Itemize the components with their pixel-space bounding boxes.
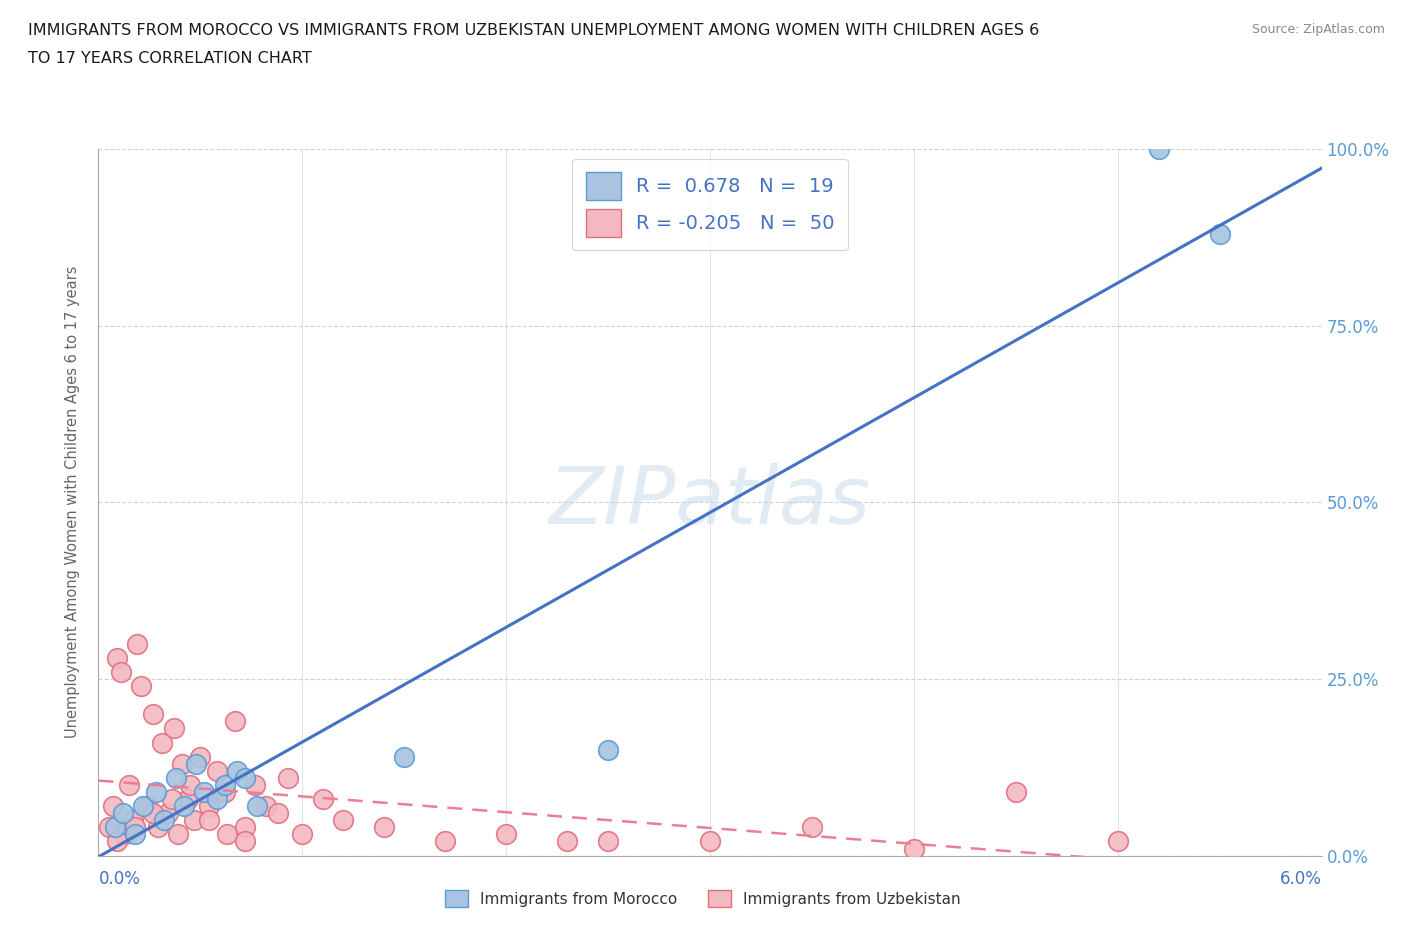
Point [267, 805, 290, 820]
Point [114, 827, 136, 842]
Point [111, 805, 134, 820]
Point [233, 770, 256, 785]
Point [433, 834, 456, 849]
Point [1147, 141, 1170, 156]
Point [110, 664, 132, 679]
Point [233, 834, 256, 849]
Point [167, 827, 190, 842]
Point [142, 707, 165, 722]
Y-axis label: Unemployment Among Women with Children Ages 6 to 17 years: Unemployment Among Women with Children A… [65, 266, 80, 738]
Point [156, 805, 179, 820]
Legend: R =  0.678   N =  19, R = -0.205   N =  50: R = 0.678 N = 19, R = -0.205 N = 50 [572, 158, 848, 250]
Point [150, 735, 173, 750]
Point [97, 820, 120, 835]
Point [101, 799, 124, 814]
Point [226, 764, 249, 778]
Text: 6.0%: 6.0% [1279, 870, 1322, 888]
Point [215, 827, 238, 842]
Point [177, 791, 200, 806]
Point [214, 777, 236, 792]
Point [1208, 226, 1230, 241]
Point [122, 813, 145, 828]
Point [245, 777, 267, 792]
Point [903, 841, 925, 856]
Point [205, 791, 228, 806]
Point [104, 820, 127, 835]
Point [105, 650, 128, 665]
Point [145, 785, 167, 800]
Point [163, 721, 186, 736]
Point [193, 785, 215, 800]
Point [205, 764, 228, 778]
Point [699, 834, 721, 849]
Point [1004, 785, 1026, 800]
Point [142, 805, 165, 820]
Point [105, 834, 128, 849]
Point [197, 813, 219, 828]
Point [392, 750, 416, 764]
Point [197, 799, 219, 814]
Point [152, 813, 174, 828]
Point [1107, 834, 1129, 849]
Point [124, 820, 146, 835]
Point [188, 750, 212, 764]
Point [183, 813, 205, 828]
Point [132, 799, 155, 814]
Legend: Immigrants from Morocco, Immigrants from Uzbekistan: Immigrants from Morocco, Immigrants from… [439, 884, 967, 913]
Point [332, 813, 354, 828]
Point [801, 820, 824, 835]
Point [495, 827, 517, 842]
Point [311, 791, 335, 806]
Point [291, 827, 314, 842]
Point [179, 777, 201, 792]
Point [186, 756, 208, 771]
Point [173, 799, 195, 814]
Text: IMMIGRANTS FROM MOROCCO VS IMMIGRANTS FROM UZBEKISTAN UNEMPLOYMENT AMONG WOMEN W: IMMIGRANTS FROM MOROCCO VS IMMIGRANTS FR… [28, 23, 1039, 38]
Point [118, 777, 141, 792]
Point [373, 820, 395, 835]
Point [596, 834, 619, 849]
Point [124, 827, 146, 842]
Text: 0.0%: 0.0% [98, 870, 141, 888]
Point [160, 791, 183, 806]
Point [136, 799, 159, 814]
Text: ZIPatlas: ZIPatlas [548, 463, 872, 541]
Point [246, 799, 269, 814]
Point [254, 799, 277, 814]
Text: Source: ZipAtlas.com: Source: ZipAtlas.com [1251, 23, 1385, 36]
Point [127, 636, 149, 651]
Point [170, 756, 193, 771]
Point [214, 785, 236, 800]
Point [129, 679, 152, 694]
Point [596, 742, 619, 757]
Point [224, 714, 246, 729]
Text: TO 17 YEARS CORRELATION CHART: TO 17 YEARS CORRELATION CHART [28, 51, 312, 66]
Point [146, 820, 169, 835]
Point [555, 834, 579, 849]
Point [233, 820, 256, 835]
Point [165, 770, 187, 785]
Point [277, 770, 299, 785]
